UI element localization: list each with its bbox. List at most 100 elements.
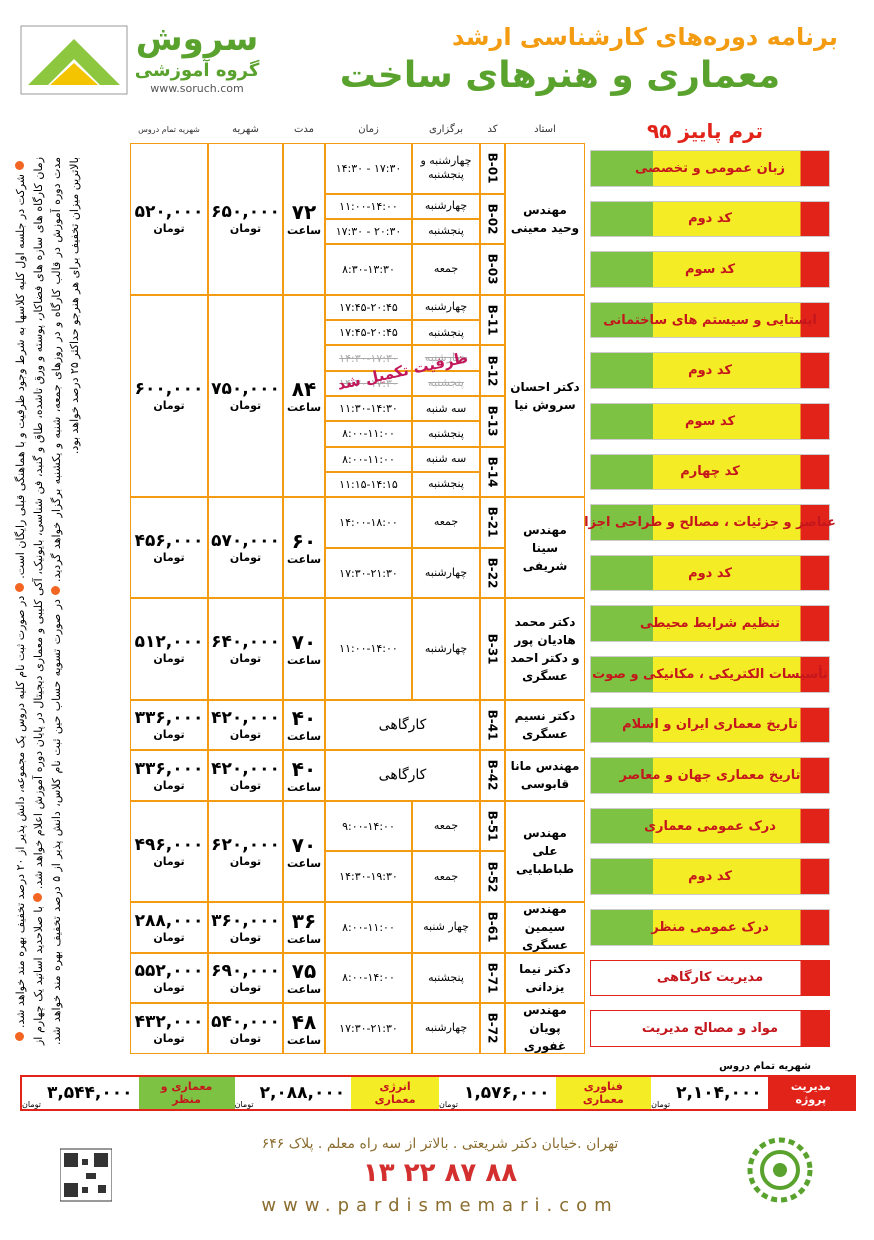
bundle-price: ۲,۱۰۴,۰۰۰ bbox=[676, 1083, 762, 1103]
code-label: B-51 bbox=[485, 810, 500, 842]
total-cell: ۵۲۰,۰۰۰ تومان bbox=[130, 143, 208, 295]
time: ۸:۳۰-۱۳:۳۰ bbox=[325, 244, 412, 295]
note-bullet bbox=[33, 893, 42, 903]
bundle-item: فناوری معماری ۱,۵۷۶,۰۰۰ تومان bbox=[438, 1077, 652, 1109]
code: B-11 bbox=[480, 294, 505, 346]
code: B-71 bbox=[480, 952, 505, 1004]
code: B-41 bbox=[480, 699, 505, 751]
total-unit: تومان bbox=[153, 652, 185, 666]
duration-cell: ۴۸ ساعت bbox=[283, 1003, 325, 1054]
day: چهارشنبه bbox=[412, 1003, 480, 1054]
duration-unit: ساعت bbox=[286, 780, 322, 794]
code: B-22 bbox=[480, 547, 505, 599]
time: ۱۱:۰۰-۱۴:۰۰ bbox=[325, 193, 412, 219]
note: شرکت در جلسه اول کلیه کلاسها به شرط وجود… bbox=[14, 174, 27, 579]
fee-unit: تومان bbox=[229, 652, 262, 666]
column-header: شهریه تمام دروس bbox=[138, 124, 200, 134]
duration: ۸۴ bbox=[291, 377, 317, 402]
code: B-61 bbox=[480, 902, 505, 953]
course-title: کد دوم bbox=[590, 200, 830, 238]
course-title: کد دوم bbox=[590, 352, 830, 389]
duration-unit: ساعت bbox=[286, 730, 322, 744]
time: ۱۱:۰۰-۱۴:۰۰ bbox=[325, 598, 412, 700]
fee-cell: ۵۴۰,۰۰۰ تومان bbox=[208, 1003, 283, 1054]
bundle-unit: تومان bbox=[234, 1100, 254, 1109]
time: ۱۱:۳۰-۱۴:۳۰ bbox=[325, 396, 412, 422]
total: ۳۳۶,۰۰۰ bbox=[134, 758, 204, 779]
time: ۱۴:۳۰ - ۱۷:۳۰ bbox=[325, 143, 412, 194]
fee: ۳۶۰,۰۰۰ bbox=[211, 910, 280, 931]
fee-unit: تومان bbox=[229, 1031, 262, 1045]
teacher: مهندس سیمین عسگری bbox=[505, 902, 585, 953]
code-label: B-13 bbox=[485, 405, 500, 437]
fee-unit: تومان bbox=[229, 930, 262, 944]
total-cell: ۴۹۶,۰۰۰ تومان bbox=[130, 800, 208, 902]
duration-cell: ۷۵ ساعت bbox=[283, 952, 325, 1004]
total: ۴۳۲,۰۰۰ bbox=[134, 1011, 204, 1032]
note-bullet bbox=[15, 582, 24, 592]
day: جمعه bbox=[412, 851, 480, 902]
title-line1: برنامه دوره‌های کارشناسی ارشد bbox=[452, 23, 838, 51]
day: پنجشنبه bbox=[412, 952, 480, 1004]
duration-cell: ۳۶ ساعت bbox=[283, 902, 325, 953]
code-label: B-12 bbox=[485, 355, 500, 387]
bundle-item: انرژی معماری ۲,۰۸۸,۰۰۰ تومان bbox=[235, 1077, 439, 1109]
day: جمعه bbox=[412, 800, 480, 852]
address: تهران .خیابان دکتر شریعتی . بالاتر از سه… bbox=[261, 1136, 619, 1152]
column-header: شهریه bbox=[232, 123, 259, 135]
total: ۵۱۲,۰۰۰ bbox=[134, 632, 204, 653]
day: کارگاهی bbox=[325, 699, 480, 751]
course-title: کد دوم bbox=[590, 858, 830, 895]
fee-cell: ۴۲۰,۰۰۰ تومان bbox=[208, 699, 283, 751]
bundle-price: ۱,۵۷۶,۰۰۰ bbox=[463, 1083, 550, 1103]
title-line2: معماری و هنرهای ساخت bbox=[339, 54, 781, 96]
code-label: B-14 bbox=[485, 456, 500, 488]
total: ۳۳۶,۰۰۰ bbox=[134, 708, 204, 729]
fee-cell: ۶۹۰,۰۰۰ تومان bbox=[208, 952, 283, 1004]
duration-cell: ۷۰ ساعت bbox=[283, 598, 325, 700]
teacher: مهندس وحید معینی bbox=[505, 143, 585, 295]
duration: ۴۸ bbox=[291, 1009, 317, 1034]
total-unit: تومان bbox=[153, 222, 185, 236]
course-title: کد سوم bbox=[590, 251, 830, 288]
bundle-name: مدیریت پروژه bbox=[767, 1077, 854, 1109]
total-cell: ۲۸۸,۰۰۰ تومان bbox=[130, 902, 208, 953]
column-header: زمان bbox=[358, 123, 379, 135]
day: جمعه bbox=[412, 244, 480, 295]
duration-unit: ساعت bbox=[286, 983, 322, 997]
duration-unit: ساعت bbox=[286, 401, 322, 415]
total-unit: تومان bbox=[153, 728, 185, 742]
teacher: دکتر احسان سروش نیا bbox=[505, 294, 585, 498]
day: کارگاهی bbox=[325, 750, 480, 801]
total-cell: ۵۵۲,۰۰۰ تومان bbox=[130, 952, 208, 1004]
teacher: مهندس مانا قابوسی bbox=[505, 750, 585, 801]
course-title: تنظیم شرایط محیطی bbox=[590, 605, 830, 642]
fee: ۵۴۰,۰۰۰ bbox=[211, 1011, 280, 1032]
time: ۱۷:۳۰-۲۱:۳۰ bbox=[325, 547, 412, 599]
day: سه شنبه bbox=[412, 446, 480, 472]
day: چهارشنبه bbox=[412, 547, 480, 599]
duration: ۴۰ bbox=[291, 756, 317, 781]
day: چهارشنبه و پنجشنبه bbox=[412, 143, 480, 194]
column-header: استاد bbox=[534, 123, 556, 135]
bundle-unit: تومان bbox=[22, 1100, 41, 1109]
total-unit: تومان bbox=[153, 981, 185, 995]
day: چهارشنبه bbox=[412, 598, 480, 700]
course-title: مواد و مصالح مدیریت bbox=[590, 1010, 830, 1047]
bundle-unit: تومان bbox=[438, 1100, 458, 1109]
code: B-52 bbox=[480, 851, 505, 902]
code-label: B-03 bbox=[485, 254, 500, 285]
fee: ۶۲۰,۰۰۰ bbox=[211, 834, 280, 855]
total-cell: ۴۵۶,۰۰۰ تومان bbox=[130, 497, 208, 599]
course-title: مدیریت کارگاهی bbox=[590, 959, 830, 997]
time: ۹:۰۰-۱۴:۰۰ bbox=[325, 800, 412, 852]
duration-cell: ۸۴ ساعت bbox=[283, 294, 325, 498]
teacher: مهندس پویان غفوری bbox=[505, 1003, 585, 1054]
time: ۱۷:۳۰-۲۱:۳۰ bbox=[325, 1003, 412, 1054]
code-label: B-72 bbox=[485, 1013, 500, 1044]
fee-unit: تومان bbox=[229, 854, 262, 868]
day: پنجشنبه bbox=[412, 421, 480, 447]
total-cell: ۴۳۲,۰۰۰ تومان bbox=[130, 1003, 208, 1054]
duration-cell: ۴۰ ساعت bbox=[283, 699, 325, 751]
